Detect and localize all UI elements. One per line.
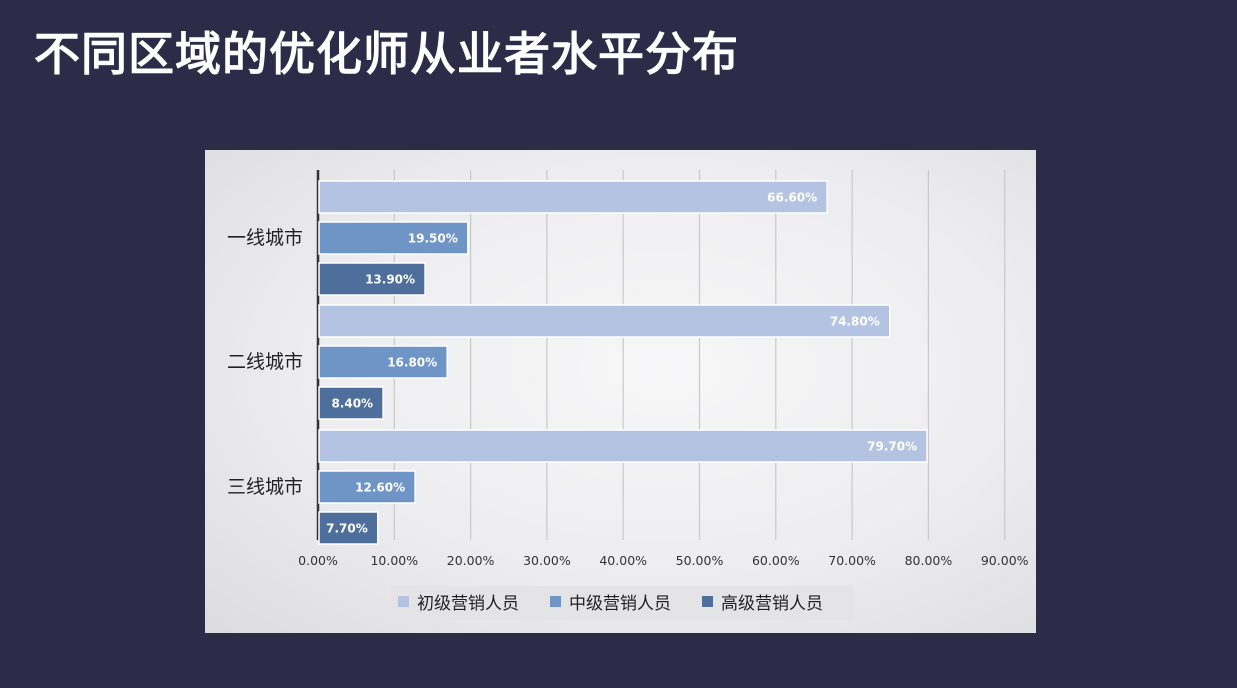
bar-1-2	[318, 304, 891, 338]
legend	[391, 586, 853, 620]
bar-1-3	[318, 429, 928, 463]
legend-label-3: 高级营销人员	[721, 594, 823, 614]
legend-label-1: 初级营销人员	[417, 594, 519, 614]
x-tick-label: 90.00%	[981, 553, 1029, 568]
data-label: 13.90%	[365, 273, 415, 287]
bar-3-1	[318, 262, 426, 296]
x-tick-label: 80.00%	[905, 553, 953, 568]
data-label: 74.80%	[830, 315, 880, 329]
data-label: 19.50%	[408, 232, 458, 246]
bar-2-3	[318, 470, 416, 504]
x-tick-label: 70.00%	[828, 553, 876, 568]
x-tick-label: 40.00%	[599, 553, 647, 568]
bar-3-3	[318, 511, 379, 545]
bar-2-2	[318, 345, 448, 379]
bar-2-1	[318, 221, 469, 255]
category-label: 二线城市	[227, 351, 303, 373]
data-label: 16.80%	[387, 356, 437, 370]
data-label: 79.70%	[867, 440, 917, 454]
bar-1-1	[318, 180, 828, 214]
chart-panel: 0.00% 10.00% 20.00% 30.00% 40.00% 50.00% 60.00…	[205, 150, 1036, 633]
data-label: 7.70%	[326, 522, 368, 536]
legend-swatch-3	[702, 596, 713, 607]
x-tick-label: 0.00%	[298, 553, 338, 568]
legend-swatch-2	[550, 596, 561, 607]
page-title: 不同区域的优化师从业者水平分布	[34, 27, 739, 81]
x-tick-label: 20.00%	[447, 553, 495, 568]
x-tick-label: 10.00%	[370, 553, 418, 568]
category-label: 一线城市	[227, 227, 303, 249]
legend-label-2: 中级营销人员	[569, 594, 671, 614]
bar-3-2	[318, 386, 384, 420]
legend-swatch-1	[398, 596, 409, 607]
x-tick-label: 60.00%	[752, 553, 800, 568]
data-label: 12.60%	[355, 481, 405, 495]
data-label: 8.40%	[331, 397, 373, 411]
x-tick-label: 50.00%	[676, 553, 724, 568]
x-tick-label: 30.00%	[523, 553, 571, 568]
category-label: 三线城市	[227, 476, 303, 498]
data-label: 66.60%	[767, 191, 817, 205]
bar-chart: 0.00% 10.00% 20.00% 30.00% 40.00% 50.00% 60.00…	[227, 170, 1029, 620]
